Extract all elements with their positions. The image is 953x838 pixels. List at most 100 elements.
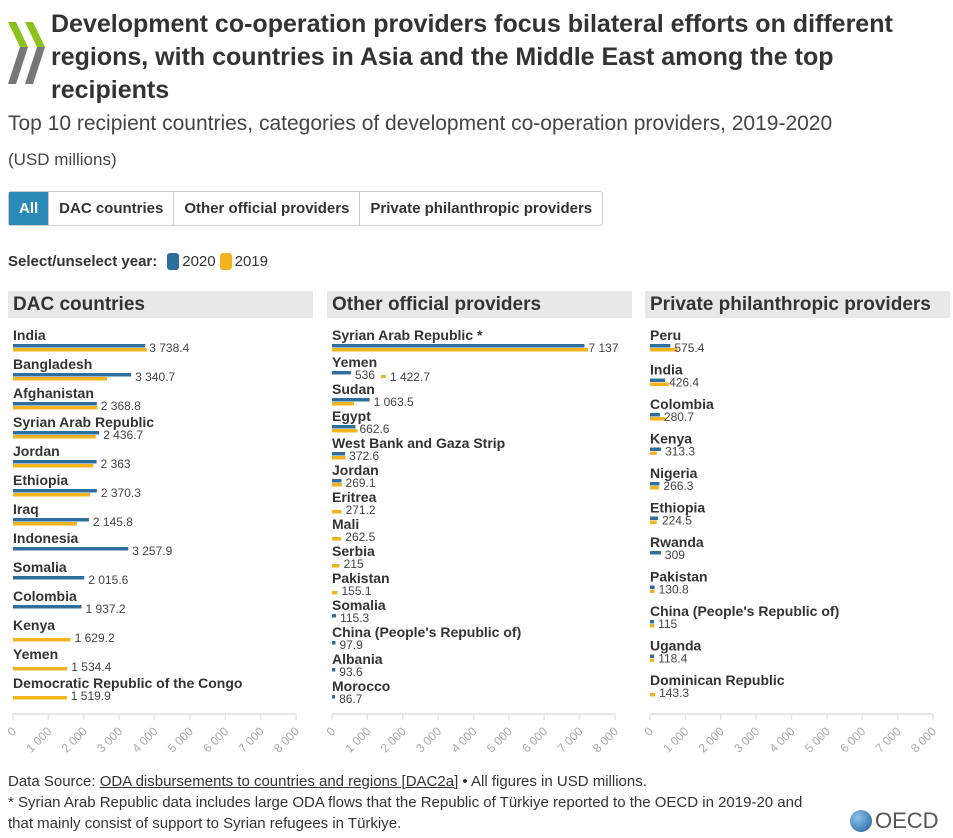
bar-2019: [332, 456, 346, 460]
data-label: 2 370.3: [101, 486, 141, 500]
data-label: 2 145.8: [93, 515, 133, 529]
category-label: China (People's Republic of): [332, 624, 521, 640]
data-label-2019: 1 422.7: [390, 370, 430, 384]
source-link[interactable]: ODA disbursements to countries and regio…: [99, 773, 459, 790]
bar-2020: [332, 695, 336, 699]
category-label: Nigeria: [650, 465, 698, 481]
bar-2020: [13, 344, 146, 348]
bar-2019: [332, 564, 340, 568]
bar-2020: [650, 654, 655, 658]
data-label: 309: [665, 548, 685, 562]
x-tick-label: 1 000: [23, 724, 54, 755]
legend-item-2019[interactable]: 2019: [219, 253, 268, 270]
category-label: Indonesia: [13, 530, 79, 546]
data-label: 97.9: [339, 638, 363, 652]
bar-2020: [650, 482, 660, 486]
data-label: 1 534.4: [71, 660, 111, 674]
x-tick-label: 5 000: [802, 724, 833, 755]
x-tick-label: 4 000: [448, 724, 479, 755]
bar-2020: [13, 431, 100, 435]
category-label: Sudan: [332, 381, 375, 397]
data-label: 115.3: [340, 611, 369, 625]
data-label: 3 257.9: [132, 544, 172, 558]
bar-2020: [650, 516, 658, 520]
bar-2019: [13, 348, 148, 352]
chart-title: Development co-operation providers focus…: [51, 10, 893, 104]
chart-subtitle: Top 10 recipient countries, categories o…: [8, 112, 833, 135]
bar-2020: [332, 479, 342, 483]
bar-2020: [332, 398, 370, 402]
x-tick-label: 7 000: [236, 724, 267, 755]
category-label: Uganda: [650, 638, 702, 654]
bar-2020: [13, 576, 85, 580]
bar-2019: [650, 693, 656, 697]
data-label: 86.7: [339, 692, 363, 706]
x-tick-label: 7 000: [873, 724, 904, 755]
category-label: Colombia: [13, 588, 77, 604]
globe-icon: [850, 810, 872, 832]
oecd-logo: OECD: [850, 808, 939, 834]
x-tick-label: 8 000: [271, 724, 302, 755]
bar-2019: [332, 348, 589, 352]
panel-title-other-official: Other official providers: [327, 291, 632, 318]
bar-2019: [13, 522, 78, 526]
source-prefix: Data Source:: [8, 773, 100, 790]
data-label: 224.5: [662, 514, 692, 528]
panel-title-dac: DAC countries: [8, 291, 313, 318]
tab-all[interactable]: All: [9, 192, 50, 225]
category-label: Yemen: [332, 354, 377, 370]
data-label: 118.4: [658, 652, 687, 666]
category-label: Jordan: [332, 462, 379, 478]
category-label: Dominican Republic: [650, 672, 785, 688]
legend-label: Select/unselect year:: [8, 253, 158, 270]
x-tick-label: 3 000: [731, 724, 762, 755]
footer: Data Source: ODA disbursements to countr…: [8, 771, 808, 834]
data-label: 130.8: [659, 583, 689, 597]
data-label: 7 137: [588, 341, 618, 355]
x-tick-label: 2 000: [59, 724, 90, 755]
tab-dac-countries[interactable]: DAC countries: [49, 192, 175, 225]
x-tick-label: 1 000: [342, 724, 373, 755]
bar-2019: [13, 667, 68, 671]
bar-2020: [13, 373, 132, 377]
year-legend: Select/unselect year: 2020 2019: [8, 253, 268, 270]
source-suffix: • All figures in USD millions.: [458, 773, 647, 790]
bar-2019: [13, 464, 94, 468]
bar-2020: [332, 371, 351, 375]
data-label: 1 937.2: [86, 602, 126, 616]
x-tick-label: 3 000: [413, 724, 444, 755]
x-tick-label: 6 000: [200, 724, 231, 755]
data-label: 1 063.5: [374, 395, 414, 409]
data-label: 2 363: [101, 457, 131, 471]
data-label: 3 738.4: [149, 341, 189, 355]
bar-2020: [332, 614, 337, 618]
legend-text-2019: 2019: [234, 253, 268, 270]
data-label: 2 015.6: [88, 573, 128, 587]
category-label: Bangladesh: [13, 356, 92, 372]
category-label: Pakistan: [332, 570, 390, 586]
legend-item-2020[interactable]: 2020: [167, 253, 216, 270]
category-label: Yemen: [13, 646, 58, 662]
x-tick-label: 1 000: [660, 724, 691, 755]
bar-2019: [13, 638, 71, 642]
category-label: Rwanda: [650, 534, 704, 550]
x-tick-label: 0: [641, 724, 656, 739]
x-tick-label: 8 000: [590, 724, 621, 755]
data-label: 575.4: [674, 341, 704, 355]
bar-2020: [650, 378, 666, 382]
category-label: Pakistan: [650, 569, 708, 585]
bar-2020: [650, 413, 660, 417]
bar-2019: [13, 435, 96, 439]
x-tick-label: 6 000: [519, 724, 550, 755]
unit-label: (USD millions): [8, 150, 117, 169]
tab-other-official-providers[interactable]: Other official providers: [174, 192, 361, 225]
data-source: Data Source: ODA disbursements to countr…: [8, 771, 808, 792]
data-label: 280.7: [664, 410, 694, 424]
data-label: 262.5: [345, 530, 375, 544]
x-tick-label: 3 000: [94, 724, 125, 755]
tab-private-philanthropic-providers[interactable]: Private philanthropic providers: [370, 200, 593, 217]
bar-2020: [650, 551, 661, 555]
panel-title-private: Private philanthropic providers: [645, 291, 950, 318]
bar-2020: [650, 620, 655, 624]
category-label: India: [650, 362, 683, 378]
